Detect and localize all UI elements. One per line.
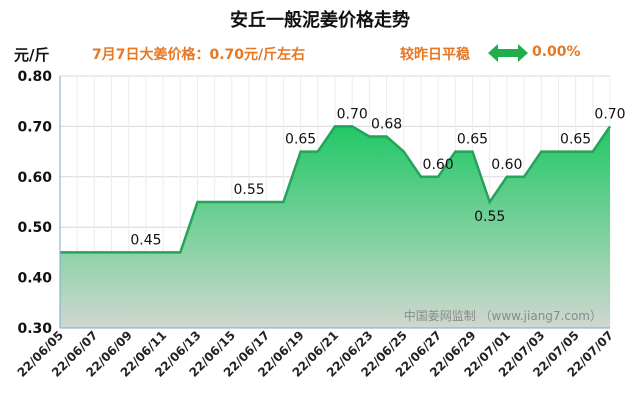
- y-axis-unit: 元/斤: [14, 46, 50, 64]
- data-labels: 0.450.550.650.700.680.600.650.550.600.65…: [130, 106, 625, 248]
- data-label: 0.65: [285, 132, 316, 148]
- data-label: 0.65: [457, 132, 488, 148]
- data-label: 0.68: [371, 116, 402, 132]
- data-label: 0.45: [130, 232, 161, 248]
- data-label: 0.65: [560, 132, 591, 148]
- y-tick-label: 0.60: [17, 170, 52, 186]
- data-label: 0.55: [474, 209, 505, 225]
- data-label: 0.55: [233, 182, 264, 198]
- data-label: 0.60: [491, 157, 522, 173]
- data-label: 0.70: [337, 106, 368, 122]
- compare-label: 较昨日平稳: [400, 47, 470, 63]
- price-area: [60, 126, 610, 329]
- y-tick-label: 0.70: [17, 119, 52, 135]
- y-tick-label: 0.80: [17, 69, 52, 85]
- axes: 0.300.400.500.600.700.8022/06/0522/06/07…: [15, 69, 617, 380]
- chart-title: 安丘一般泥姜价格走势: [230, 10, 410, 31]
- y-tick-label: 0.40: [17, 271, 52, 287]
- data-label: 0.60: [423, 157, 454, 173]
- compare-percent: 0.00%: [532, 44, 581, 60]
- y-tick-label: 0.30: [17, 321, 52, 337]
- data-label: 0.70: [594, 106, 625, 122]
- double-arrow-icon: [488, 44, 528, 62]
- price-note: 7月7日大姜价格：0.70元/斤左右: [92, 47, 306, 63]
- price-line: [60, 125, 612, 254]
- watermark: 中国姜网监制 （www.jiang7.com）: [404, 308, 602, 323]
- y-tick-label: 0.50: [17, 220, 52, 236]
